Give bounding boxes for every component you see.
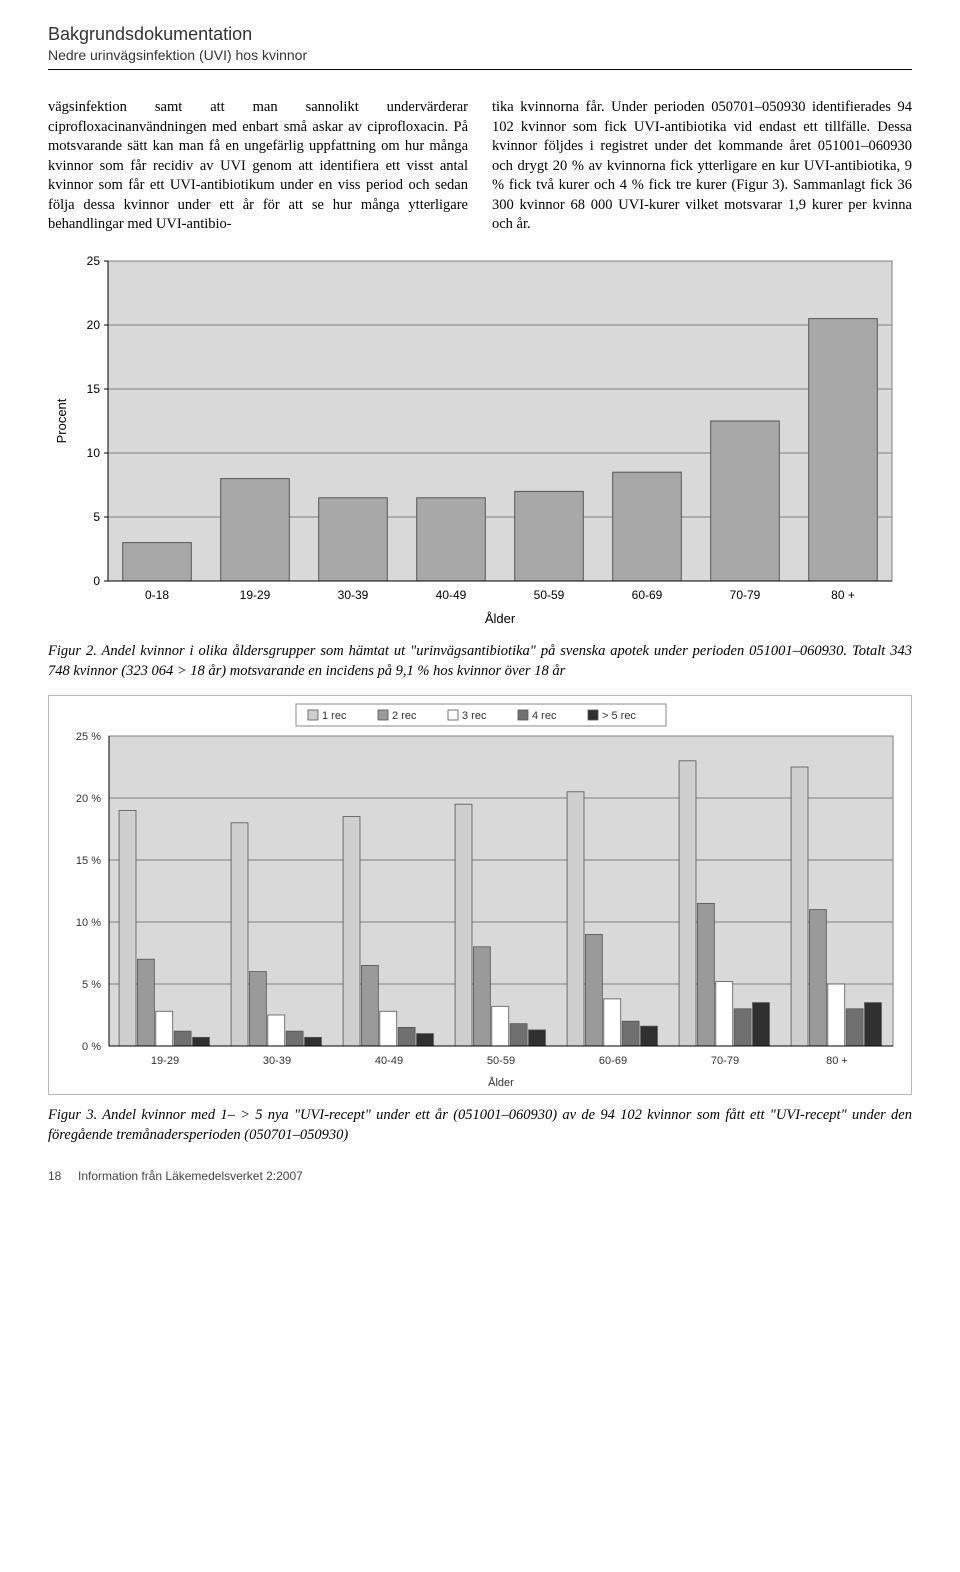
svg-text:5: 5 (93, 510, 100, 524)
svg-text:1 rec: 1 rec (322, 710, 347, 722)
svg-text:0-18: 0-18 (145, 588, 169, 602)
svg-text:70-79: 70-79 (730, 588, 761, 602)
svg-text:30-39: 30-39 (338, 588, 369, 602)
page-footer: 18 Information från Läkemedelsverket 2:2… (48, 1169, 912, 1183)
svg-text:15 %: 15 % (76, 855, 101, 867)
doc-subtitle: Nedre urinvägsinfektion (UVI) hos kvinno… (48, 47, 912, 70)
svg-text:19-29: 19-29 (151, 1055, 179, 1067)
figure-3-caption: Figur 3. Andel kvinnor med 1– > 5 nya "U… (48, 1106, 912, 1145)
figure-3-chart: 0 % 5 % 10 % 15 % 20 % 25 % 19-29 30-39 40-49 50-… (48, 695, 912, 1100)
svg-text:4 rec: 4 rec (532, 710, 557, 722)
svg-text:80 +: 80 + (831, 588, 855, 602)
svg-text:40-49: 40-49 (375, 1055, 403, 1067)
svg-text:25: 25 (87, 254, 101, 268)
svg-text:0 %: 0 % (82, 1041, 101, 1053)
svg-text:5 %: 5 % (82, 979, 101, 991)
svg-text:40-49: 40-49 (436, 588, 467, 602)
svg-text:3 rec: 3 rec (462, 710, 487, 722)
body-col-left: vägsinfektion samt att man sannolikt und… (48, 98, 468, 235)
svg-text:10: 10 (87, 446, 101, 460)
svg-text:Procent: Procent (54, 398, 69, 443)
svg-text:80 +: 80 + (826, 1055, 848, 1067)
svg-text:20 %: 20 % (76, 793, 101, 805)
svg-text:60-69: 60-69 (632, 588, 663, 602)
svg-text:30-39: 30-39 (263, 1055, 291, 1067)
svg-text:Ålder: Ålder (488, 1076, 514, 1089)
svg-text:> 5 rec: > 5 rec (602, 710, 636, 722)
svg-text:19-29: 19-29 (240, 588, 271, 602)
svg-text:50-59: 50-59 (487, 1055, 515, 1067)
svg-text:Ålder: Ålder (485, 611, 516, 626)
svg-text:20: 20 (87, 318, 101, 332)
footer-source: Information från Läkemedelsverket 2:2007 (78, 1169, 303, 1183)
svg-text:70-79: 70-79 (711, 1055, 739, 1067)
svg-text:10 %: 10 % (76, 917, 101, 929)
svg-text:2 rec: 2 rec (392, 710, 417, 722)
doc-title: Bakgrundsdokumentation (48, 24, 912, 45)
svg-text:25 %: 25 % (76, 731, 101, 743)
svg-text:0: 0 (93, 574, 100, 588)
figure-2-caption: Figur 2. Andel kvinnor i olika åldersgru… (48, 642, 912, 681)
figure-2-chart: 0 5 10 15 20 25 0-18 19-29 30-39 40-49 50-59 60-69 7… (48, 251, 912, 636)
page-header: Bakgrundsdokumentation Nedre urinvägsinf… (48, 24, 912, 70)
body-columns: vägsinfektion samt att man sannolikt und… (48, 98, 912, 235)
svg-text:60-69: 60-69 (599, 1055, 627, 1067)
svg-text:15: 15 (87, 382, 101, 396)
svg-text:50-59: 50-59 (534, 588, 565, 602)
body-col-right: tika kvinnorna får. Under perioden 05070… (492, 98, 912, 235)
page-number: 18 (48, 1169, 61, 1183)
